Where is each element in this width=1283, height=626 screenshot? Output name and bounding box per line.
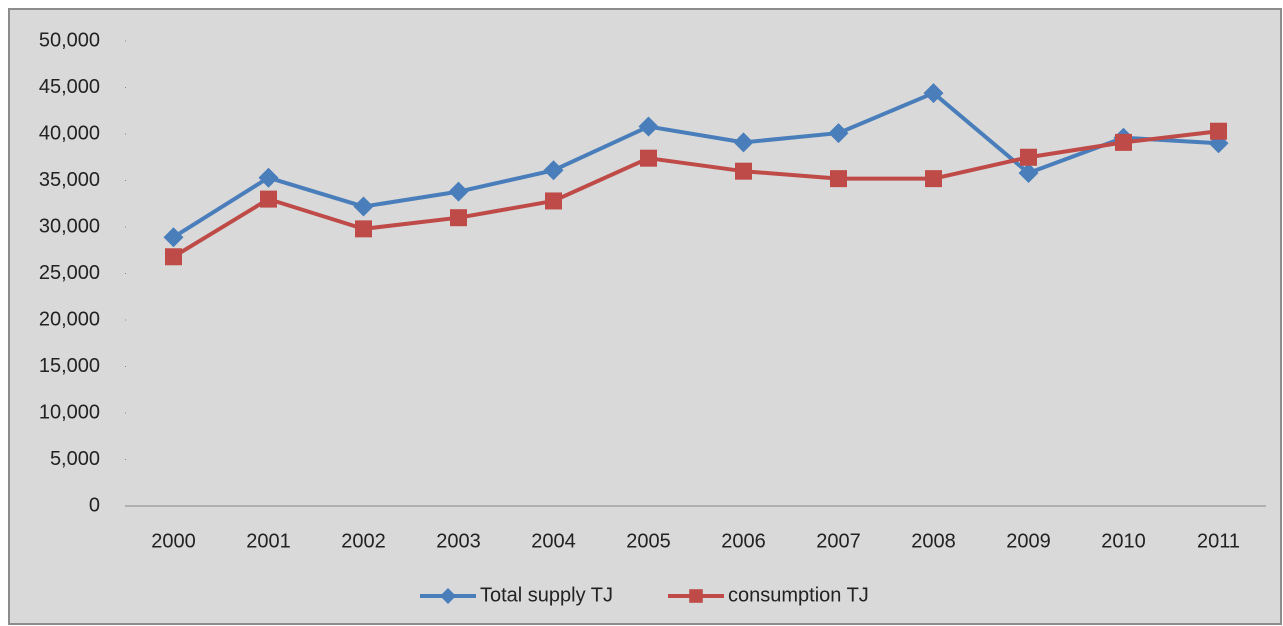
x-tick-label: 2003 (436, 530, 481, 552)
marker (258, 167, 279, 188)
marker (448, 181, 469, 202)
chart-background (8, 8, 1282, 625)
y-tick-label: 45,000 (39, 76, 100, 98)
x-tick-label: 2009 (1006, 530, 1051, 552)
x-tick-label: 2008 (911, 530, 956, 552)
x-tick-label: 2001 (246, 530, 291, 552)
y-tick-label: 40,000 (39, 122, 100, 144)
x-tick-label: 2000 (151, 530, 196, 552)
x-tick-label: 2006 (721, 530, 766, 552)
marker (165, 248, 182, 266)
marker (1020, 148, 1037, 166)
marker (640, 149, 657, 167)
y-tick-label: 10,000 (39, 401, 100, 423)
legend-marker (440, 588, 456, 604)
y-tick-label: 20,000 (39, 308, 100, 330)
marker (828, 123, 849, 144)
y-tick-label: 15,000 (39, 355, 100, 377)
x-tick-label: 2004 (531, 530, 576, 552)
x-tick-label: 2010 (1101, 530, 1146, 552)
y-tick-label: 25,000 (39, 262, 100, 284)
marker (1018, 163, 1039, 184)
marker (545, 192, 562, 210)
y-tick-label: 50,000 (39, 29, 100, 51)
legend-label: consumption TJ (728, 584, 869, 606)
marker (923, 83, 944, 104)
y-tick-label: 35,000 (39, 169, 100, 191)
y-tick-label: 5,000 (50, 448, 100, 470)
x-tick-label: 2007 (816, 530, 861, 552)
y-tick-label: 0 (89, 494, 100, 516)
series-line (172, 91, 1219, 239)
legend-label: Total supply TJ (480, 584, 613, 606)
marker (163, 227, 184, 248)
y-tick-label: 30,000 (39, 215, 100, 237)
marker (638, 116, 659, 137)
series-line (172, 129, 1219, 259)
marker (1210, 122, 1227, 140)
x-tick-label: 2011 (1197, 530, 1240, 552)
marker (450, 209, 467, 227)
marker (925, 170, 942, 188)
marker (830, 170, 847, 188)
marker (543, 160, 564, 181)
marker (355, 220, 372, 238)
marker (735, 162, 752, 180)
x-tick-label: 2005 (626, 530, 671, 552)
marker (353, 196, 374, 217)
marker (733, 132, 754, 153)
legend-marker (689, 589, 703, 603)
marker (260, 190, 277, 208)
marker (1115, 133, 1132, 151)
x-tick-label: 2002 (341, 530, 386, 552)
